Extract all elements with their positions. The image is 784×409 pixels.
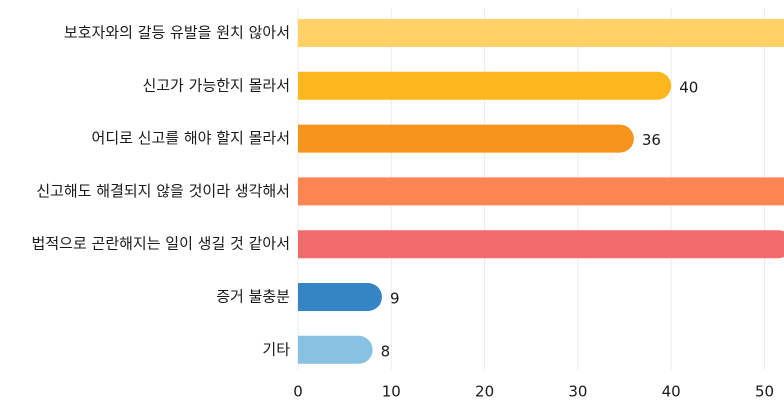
- x-tick-label: 50: [755, 383, 774, 401]
- bar: [298, 335, 373, 364]
- value-label: 8: [381, 342, 391, 360]
- x-tick-label: 40: [662, 383, 681, 401]
- x-tick-label: 20: [475, 383, 494, 401]
- x-tick-label: 0: [293, 383, 303, 401]
- x-axis-ticks: 0102030405060708090100: [293, 383, 774, 401]
- category-label: 증거 불충분: [216, 288, 290, 306]
- value-label: 40: [679, 78, 698, 96]
- category-label: 어디로 신고를 해야 할지 몰라서: [92, 129, 290, 147]
- category-label: 기타: [262, 340, 290, 358]
- category-label: 신고가 가능한지 몰라서: [142, 76, 290, 94]
- category-label: 보호자와의 갈등 유발을 원치 않아서: [64, 24, 290, 42]
- bar: [298, 124, 634, 153]
- bar: [298, 19, 784, 47]
- x-tick-label: 10: [382, 383, 401, 401]
- value-labels: 934036735398: [381, 78, 699, 360]
- bar: [298, 283, 382, 311]
- category-label: 법적으로 곤란해지는 일이 생길 것 같아서: [32, 235, 290, 253]
- value-label: 9: [390, 290, 400, 308]
- bar: [298, 71, 672, 100]
- x-tick-label: 30: [568, 383, 587, 401]
- category-label: 신고해도 해결되지 않을 것이라 생각해서: [36, 182, 290, 200]
- bar: [298, 177, 784, 206]
- bars: [298, 19, 784, 364]
- value-label: 36: [642, 131, 661, 149]
- bar: [298, 230, 784, 259]
